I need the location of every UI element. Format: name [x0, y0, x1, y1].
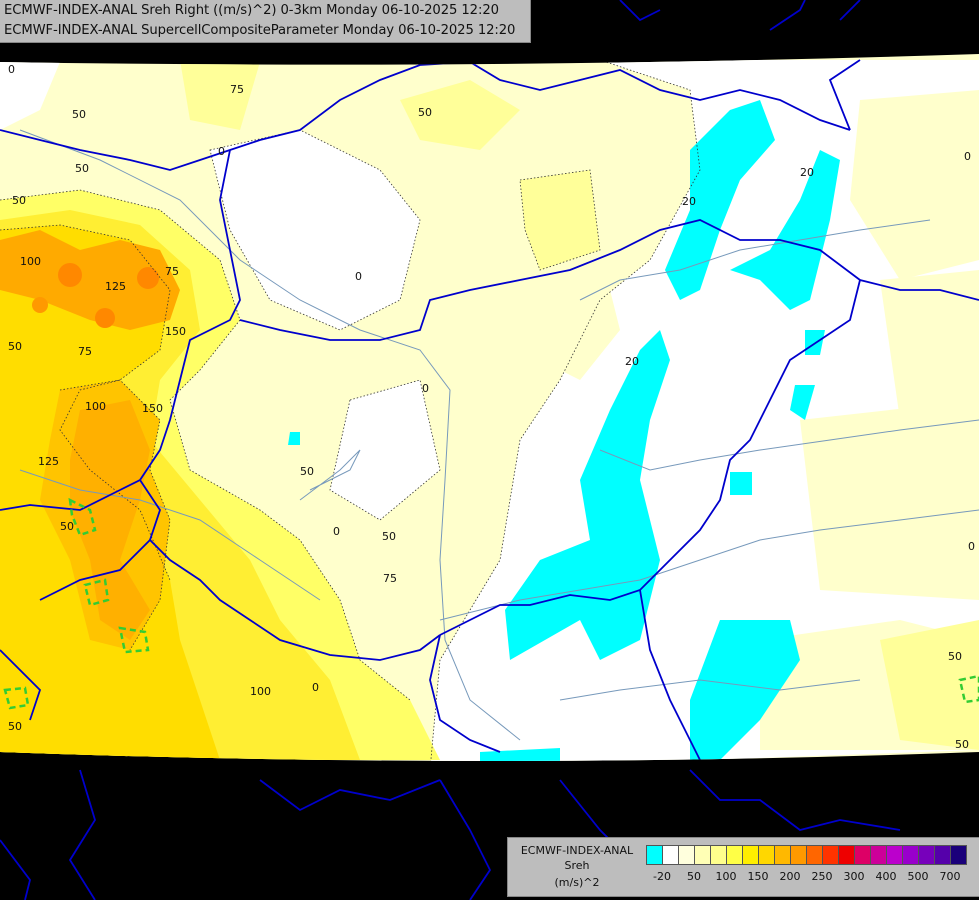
legend-tick-label: 200 — [779, 870, 801, 883]
contour-label: 0 — [355, 270, 362, 283]
contour-label: 50 — [300, 465, 314, 478]
legend-color-bar — [646, 845, 970, 865]
contour-label: 20 — [625, 355, 639, 368]
legend-tick-label: -20 — [653, 870, 671, 883]
contour-labels: 50 75 50 50 100 125 75 150 75 50 100 150… — [8, 63, 975, 751]
contour-label: 50 — [948, 650, 962, 663]
contour-label: 100 — [20, 255, 41, 268]
contour-label: 50 — [60, 520, 74, 533]
contour-label: 100 — [250, 685, 271, 698]
legend-swatch — [838, 845, 855, 865]
color-legend: ECMWF-INDEX-ANAL Sreh (m/s)^2 -20 50 100 15… — [507, 837, 979, 897]
contour-label: 75 — [383, 572, 397, 585]
title-line-1: ECMWF-INDEX-ANAL Sreh Right ((m/s)^2) 0-… — [4, 3, 499, 18]
legend-tick-label: 500 — [907, 870, 929, 883]
legend-tick-label: 700 — [939, 870, 961, 883]
contour-label: 0 — [333, 525, 340, 538]
legend-swatch — [710, 845, 727, 865]
contour-label: 50 — [955, 738, 969, 751]
legend-tick-label: 50 — [687, 870, 701, 883]
legend-swatch — [662, 845, 679, 865]
legend-tick-label: 150 — [747, 870, 769, 883]
contour-label: 50 — [382, 530, 396, 543]
legend-swatch — [806, 845, 823, 865]
legend-swatch — [950, 845, 967, 865]
legend-swatch — [934, 845, 951, 865]
negative-sreh-areas — [288, 100, 840, 761]
contour-label: 150 — [142, 402, 163, 415]
contour-label: 125 — [38, 455, 59, 468]
legend-swatch — [918, 845, 935, 865]
contour-label: 50 — [75, 162, 89, 175]
outside-borders — [0, 0, 901, 900]
contour-label: 75 — [78, 345, 92, 358]
rivers — [19, 129, 979, 741]
legend-variable: Sreh — [564, 859, 590, 872]
legend-swatch — [694, 845, 711, 865]
contour-label: 125 — [105, 280, 126, 293]
contour-label: 0 — [964, 150, 971, 163]
contour-label: 50 — [12, 194, 26, 207]
legend-swatch — [886, 845, 903, 865]
legend-swatch — [726, 845, 743, 865]
legend-tick-label: 250 — [811, 870, 833, 883]
contour-label: 50 — [72, 108, 86, 121]
contour-label: 75 — [165, 265, 179, 278]
contour-label: 0 — [312, 681, 319, 694]
legend-swatch — [790, 845, 807, 865]
contour-label: 50 — [8, 340, 22, 353]
contour-label: 0 — [422, 382, 429, 395]
legend-swatch — [774, 845, 791, 865]
contour-label: 50 — [418, 106, 432, 119]
legend-swatch — [758, 845, 775, 865]
contour-lines — [0, 59, 701, 761]
legend-swatch — [822, 845, 839, 865]
title-box: ECMWF-INDEX-ANAL Sreh Right ((m/s)^2) 0-… — [0, 0, 531, 43]
legend-tick-label: 100 — [715, 870, 737, 883]
contour-label: 0 — [218, 145, 225, 158]
light-yellow-patches — [180, 60, 979, 750]
legend-unit: (m/s)^2 — [554, 876, 600, 889]
contour-label: 0 — [8, 63, 15, 76]
scp-contours — [3, 497, 979, 710]
high-sreh-plume — [0, 190, 440, 760]
legend-swatch — [742, 845, 759, 865]
contour-label: 75 — [230, 83, 244, 96]
legend-swatch — [870, 845, 887, 865]
contour-label: 100 — [85, 400, 106, 413]
contour-label: 0 — [968, 540, 975, 553]
contour-label: 20 — [800, 166, 814, 179]
contour-label: 50 — [8, 720, 22, 733]
legend-swatch — [678, 845, 695, 865]
legend-swatch — [646, 845, 663, 865]
legend-tick-label: 400 — [875, 870, 897, 883]
contour-label: 150 — [165, 325, 186, 338]
contour-label: 20 — [682, 195, 696, 208]
legend-swatch — [902, 845, 919, 865]
title-line-2: ECMWF-INDEX-ANAL SupercellCompositeParam… — [4, 23, 516, 38]
legend-title: ECMWF-INDEX-ANAL — [520, 844, 634, 857]
legend-tick-label: 300 — [843, 870, 865, 883]
legend-swatch — [854, 845, 871, 865]
